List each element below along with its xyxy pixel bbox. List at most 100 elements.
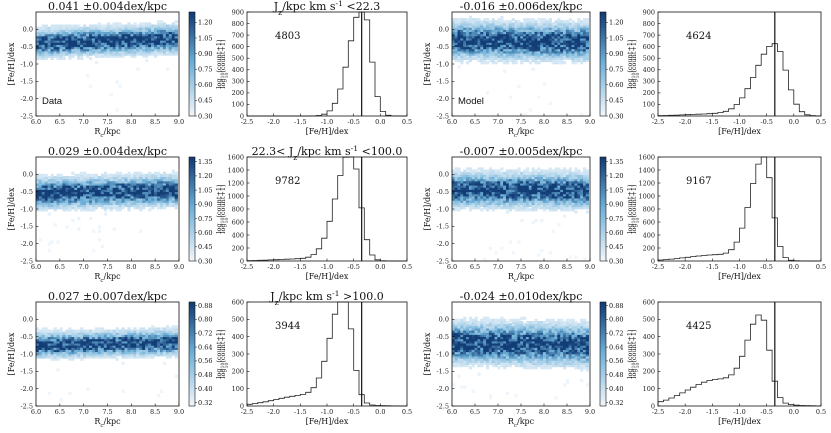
hexbin-cell [77,344,81,348]
hexbin-cell [463,361,467,365]
colorbar-label: log10(count+1) [215,184,226,234]
hexbin-cell [508,203,512,208]
hexbin-cell [494,193,498,197]
hexbin-cell [525,169,530,173]
hexbin-cell [89,176,93,180]
hexbin-cell [468,169,473,173]
hexbin-cell [127,37,131,41]
panel-tag: Data [42,96,63,107]
hexbin-cell [130,199,134,203]
hexbin-cell [574,28,578,32]
hexbin-cell [466,178,470,182]
hexbin-cell [112,182,116,186]
hexbin-cell [534,50,538,54]
y-axis-label: log10(count+1) [630,39,641,89]
hexbin-cell [583,46,587,50]
hexbin-cell [65,342,69,346]
hexbin-cell [508,35,512,39]
hexbin-cell [528,50,532,54]
hexbin-cell [35,340,39,344]
hexbin-cell [83,50,87,54]
hexbin-cell [537,186,541,190]
hexbin-cell [560,48,564,52]
hexbin-cell [136,26,140,30]
hexbin-cell [497,46,501,50]
hexbin-cell [477,346,481,350]
hexbin-cell [571,180,575,184]
colorbar-tick-label: 0.30 [609,257,623,265]
hexbin-cell [500,199,504,203]
heatmap-panel-data-row1: 6.0 6.5 7.0 7.5 8.0 8.5 9.00.0-0.5-1.0-1.5-2.0… [7,145,226,284]
hexbin-cell [124,340,128,344]
hexbin-cell [130,351,134,355]
hexbin-cell [174,188,178,193]
hexbin-cell [451,321,455,325]
hexbin-cell [174,28,178,32]
hexbin-cell [540,199,544,203]
hexbin-cell [168,176,172,180]
hexbin-cell [157,176,161,180]
hexbin-cell [554,188,558,193]
hexbin-cell [480,353,484,357]
hexbin-cell [83,171,87,175]
y-tick-label: 600 [232,43,244,51]
hexbin-cell [59,193,63,197]
hexbin-cell [148,28,152,32]
hexbin-cell [62,28,66,32]
hexbin-cell [38,201,42,205]
hexbin-cell [41,46,45,50]
hexbin-cell [80,173,84,177]
hexbin-cell [466,37,470,41]
hexbin-cell [174,338,178,342]
hexbin-cell [133,182,137,186]
hexbin-cell [497,171,501,175]
hexbin-cell [554,182,558,186]
hexbin-cell [557,193,561,197]
colorbar-step [600,211,606,215]
hexbin-cell [160,50,164,54]
colorbar-step [189,105,195,109]
hexbin-cell [523,56,527,60]
hexbin-cell [83,180,87,184]
hexbin-cell [65,33,69,37]
hexbin-cell [68,26,72,30]
hexbin-cell [494,35,498,39]
hexbin-cell [80,357,84,361]
hexbin-cells [35,20,178,114]
hexbin-cell [139,188,143,193]
hexbin-cell [142,33,146,37]
hexbin-cell [480,58,484,63]
hexbin-cell [115,184,119,188]
hexbin-cell [130,195,134,199]
hexbin-cell [506,171,510,175]
hexbin-cell [500,54,504,58]
hexbin-cell [89,346,93,350]
hexbin-cell [74,173,78,177]
hexbin-cell [477,353,481,357]
hexbin-cells [35,325,178,402]
hexbin-cell [77,33,81,37]
hexbin-cell [124,346,128,350]
hexbin-cell [557,28,561,32]
hexbin-cell [468,180,473,184]
hexbin-cell [106,22,110,26]
hexbin-cell [520,24,524,28]
colorbar-tick-label: 0.75 [609,215,623,223]
hexbin-cell [168,24,172,28]
hexbin-cell [451,318,455,322]
hexbin-cell [585,199,589,203]
hexbin-cell [130,186,134,190]
hexbin-cell [92,229,96,233]
hexbin-cell [133,333,137,338]
x-tick-label: -1.5 [706,263,719,271]
hexbin-cell [92,33,96,37]
hexbin-cell [151,33,155,37]
hexbin-cell [83,338,87,342]
hexbin-cell [106,201,110,205]
hexbin-cell [148,193,152,197]
hexbin-cell [38,28,42,32]
hexbin-cell [463,56,467,60]
hexbin-cell [460,61,464,65]
hexbin-cell [139,46,143,50]
hexbin-cell [500,56,504,60]
